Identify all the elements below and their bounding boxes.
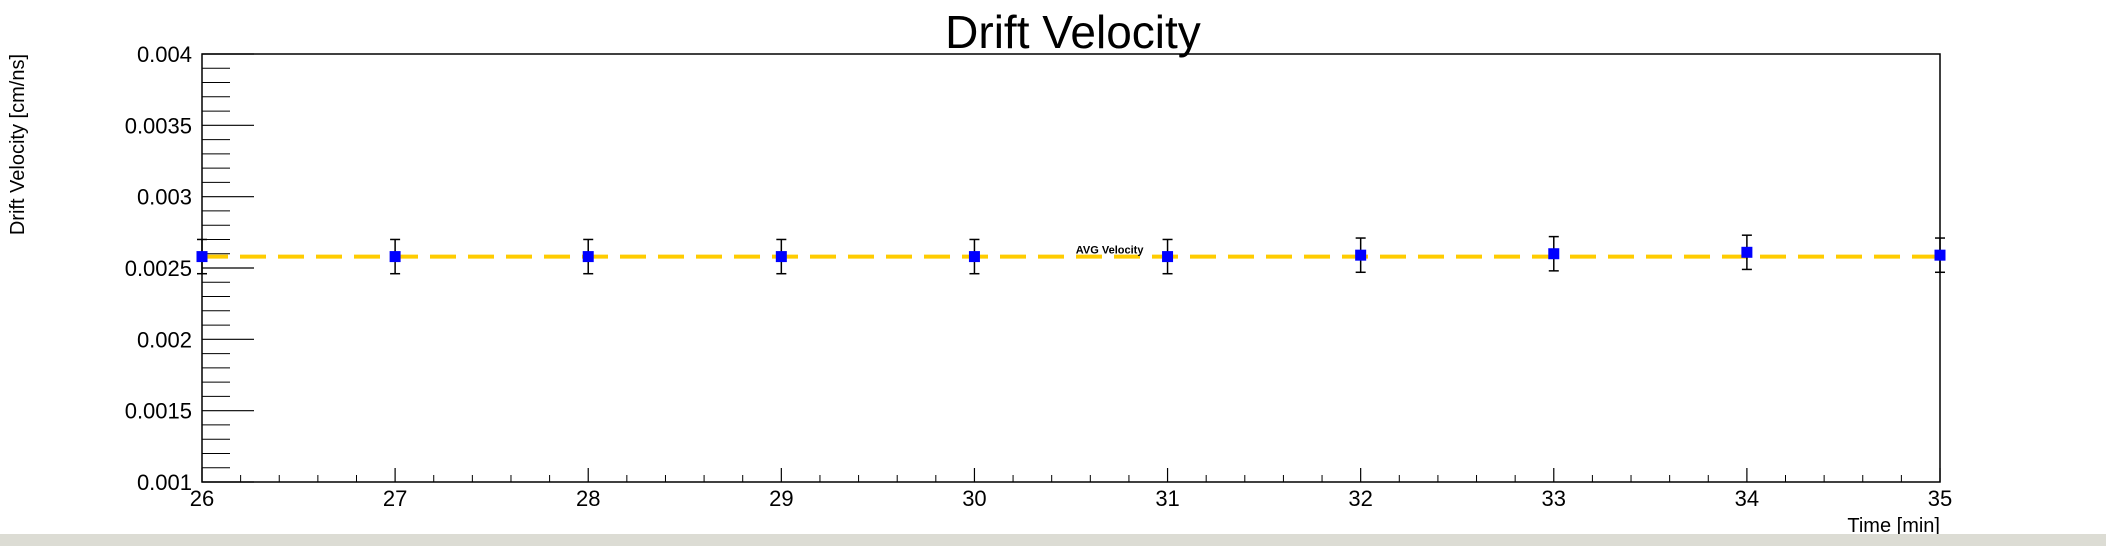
x-tick-label: 33	[1542, 486, 1566, 511]
x-tick-label: 35	[1928, 486, 1952, 511]
data-point	[196, 238, 208, 275]
y-tick-label: 0.0015	[125, 399, 192, 424]
avg-velocity-group: AVG Velocity	[202, 245, 1940, 259]
data-marker	[1162, 251, 1174, 263]
data-point	[1162, 238, 1174, 275]
x-tick-label: 31	[1155, 486, 1179, 511]
y-tick-label: 0.001	[137, 470, 192, 495]
data-point	[1355, 237, 1367, 274]
y-tick-label: 0.0025	[125, 256, 192, 281]
data-marker	[1741, 246, 1753, 258]
data-marker	[1355, 249, 1367, 261]
data-marker	[775, 251, 787, 263]
data-marker	[196, 251, 208, 263]
data-point	[1548, 235, 1560, 272]
data-point	[968, 238, 980, 275]
data-point	[582, 238, 594, 275]
data-point	[1741, 234, 1753, 271]
y-tick-label: 0.0035	[125, 113, 192, 138]
x-axis-title: Time [min]	[1847, 515, 1940, 534]
y-tick-label: 0.004	[137, 42, 192, 67]
y-tick-label: 0.003	[137, 185, 192, 210]
x-tick-label: 27	[383, 486, 407, 511]
x-tick-label: 29	[769, 486, 793, 511]
data-point	[1934, 237, 1946, 274]
data-points	[196, 234, 1946, 275]
data-marker	[582, 251, 594, 263]
x-tick-label: 28	[576, 486, 600, 511]
data-point	[775, 238, 787, 275]
data-marker	[389, 251, 401, 263]
axis-ticks: 26 27 28 29 30 31 32 33 34 35 0.001 0.0015 0.002 0.00…	[125, 42, 1953, 511]
data-marker	[968, 251, 980, 263]
data-marker	[1548, 248, 1560, 260]
x-tick-label: 34	[1735, 486, 1759, 511]
x-tick-label: 26	[190, 486, 214, 511]
y-axis-title: Drift Velocity [cm/ns]	[7, 54, 29, 235]
bottom-strip	[0, 534, 2106, 546]
y-tick-label: 0.002	[137, 327, 192, 352]
data-point	[389, 238, 401, 275]
chart-title: Drift Velocity	[945, 6, 1201, 58]
data-marker	[1934, 249, 1946, 261]
chart: Drift Velocity 26 27 28 29 30 31 32 33 34 35 0.001…	[7, 6, 1953, 534]
x-tick-label: 30	[962, 486, 986, 511]
avg-velocity-label: AVG Velocity	[1076, 245, 1145, 257]
plot-frame	[201, 53, 1941, 483]
x-tick-label: 32	[1348, 486, 1372, 511]
